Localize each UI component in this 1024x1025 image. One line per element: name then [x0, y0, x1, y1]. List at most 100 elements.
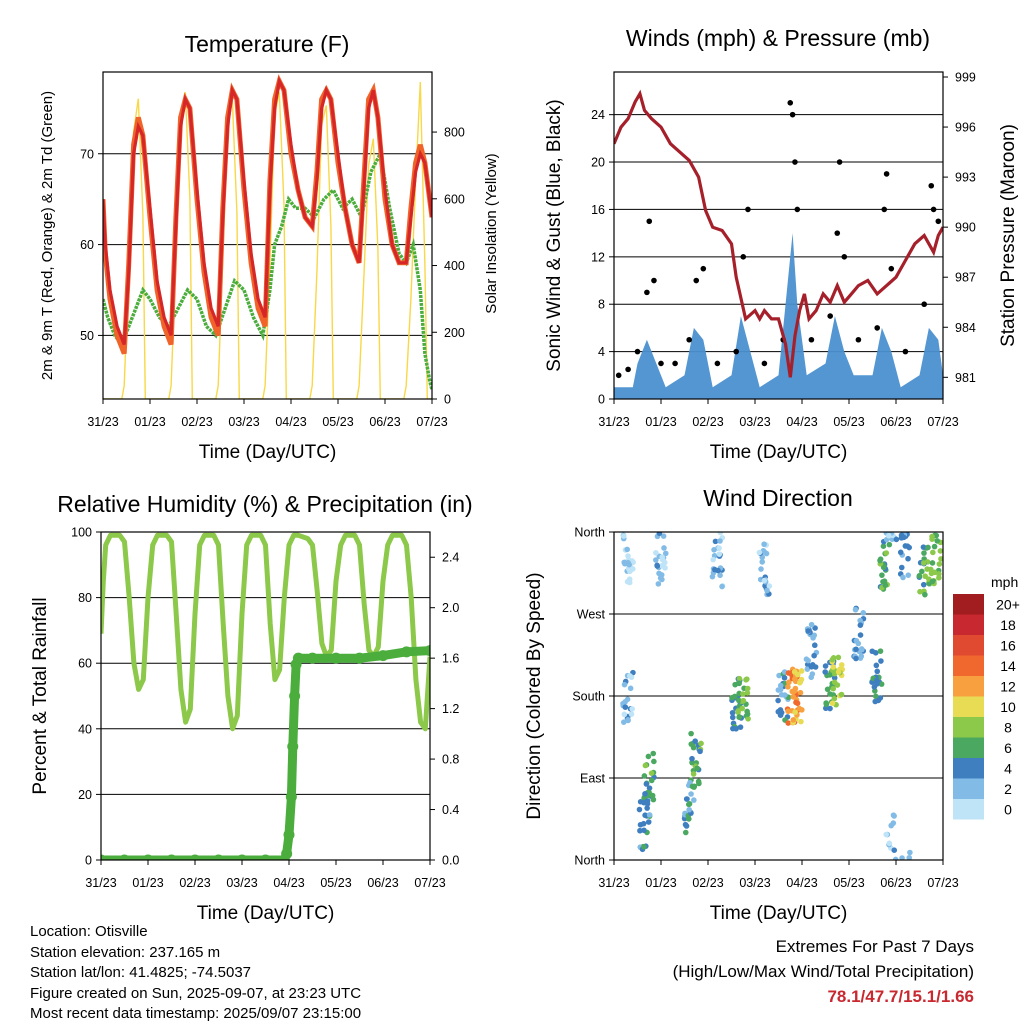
colorbar-swatch: [953, 717, 984, 738]
direction-point: [620, 719, 627, 725]
direction-point: [688, 791, 694, 797]
direction-point: [790, 694, 797, 700]
precip-point: [289, 690, 301, 702]
direction-point: [650, 796, 657, 803]
precip-point: [330, 652, 342, 664]
direction-point: [883, 550, 890, 556]
gust-point: [928, 182, 935, 189]
x-tick-label: 01/23: [645, 415, 676, 429]
direction-point: [642, 812, 648, 819]
extremes-box: Extremes For Past 7 Days (High/Low/Max W…: [673, 934, 974, 1009]
direction-point: [830, 685, 837, 692]
x-tick-label: 02/23: [692, 876, 723, 890]
precip-point: [424, 645, 430, 657]
direction-point: [661, 545, 667, 551]
direction-point: [931, 569, 938, 576]
extremes-title: Extremes For Past 7 Days: [775, 937, 974, 956]
direction-point: [735, 697, 742, 704]
precip-point: [189, 854, 201, 860]
x-tick-label: 02/23: [692, 415, 723, 429]
precip-line: [101, 646, 430, 860]
precip-point: [260, 854, 271, 860]
direction-point: [620, 533, 627, 539]
y-axis-label: Direction (Colored By Speed): [524, 572, 545, 819]
gust-point: [733, 348, 739, 355]
y-tick-label: North: [574, 854, 605, 868]
direction-point: [636, 806, 643, 813]
direction-point: [936, 561, 943, 567]
colorbar-swatch: [953, 758, 984, 779]
direction-point: [686, 816, 692, 822]
direction-point: [736, 680, 742, 687]
direction-point: [717, 572, 723, 579]
direction-point: [717, 532, 724, 536]
x-axis-label: Time (Day/UTC): [199, 442, 337, 463]
direction-point: [936, 575, 942, 581]
direction-point: [785, 720, 791, 726]
direction-point: [624, 546, 630, 553]
y-right-tick-label: 800: [444, 126, 465, 140]
direction-point: [627, 685, 634, 692]
direction-point: [660, 533, 667, 539]
direction-point: [811, 642, 818, 649]
direction-point: [792, 676, 798, 682]
y-right-tick-label: 1.6: [442, 652, 459, 666]
x-axis-label: Time (Day/UTC): [710, 903, 848, 924]
x-axis-label: Time (Day/UTC): [197, 903, 335, 924]
direction-point: [808, 663, 815, 670]
gust-point: [834, 230, 841, 236]
direction-point: [729, 709, 736, 716]
gust-point: [740, 254, 747, 260]
direction-point: [790, 717, 797, 723]
direction-point: [642, 762, 649, 769]
direction-point: [874, 681, 880, 687]
direction-point: [883, 831, 890, 838]
direction-point: [655, 581, 662, 587]
direction-point: [888, 822, 894, 829]
y-right-tick-label: 987: [955, 271, 976, 285]
elevation-text: Station elevation: 237.165 m: [30, 943, 221, 961]
direction-point: [628, 711, 635, 717]
direction-point: [929, 533, 935, 540]
direction-point: [643, 781, 650, 787]
temperature-panel: Temperature (F) Time (Day/UTC) 31/23 01/23 0…: [39, 31, 500, 463]
direction-point: [831, 675, 838, 681]
colorbar-swatch: [953, 696, 984, 717]
direction-point: [653, 557, 659, 563]
direction-point: [785, 684, 791, 690]
y-right-tick-label: 0.4: [442, 803, 459, 817]
direction-point: [629, 706, 635, 712]
direction-point: [781, 675, 788, 681]
colorbar-swatch: [953, 655, 984, 676]
x-tick-label: 31/23: [598, 876, 629, 890]
direction-point: [736, 675, 743, 682]
direction-point: [625, 717, 631, 723]
y-right-tick-label: 981: [955, 371, 976, 385]
precip-point: [307, 652, 318, 664]
direction-point: [809, 671, 816, 677]
direction-point: [710, 556, 716, 563]
y-axis-label: Percent & Total Rainfall: [30, 597, 51, 794]
gust-point: [794, 206, 801, 213]
direction-point: [653, 549, 659, 556]
direction-point: [756, 549, 763, 556]
direction-point: [853, 646, 859, 653]
colorbar-swatch: [953, 614, 984, 635]
location-text: Location: Otisville: [30, 923, 148, 940]
direction-point: [644, 805, 650, 811]
direction-point: [630, 566, 636, 572]
direction-point: [827, 672, 833, 678]
x-tick-label: 01/23: [134, 415, 165, 429]
direction-point: [900, 574, 906, 581]
y-tick-label: 50: [80, 329, 94, 343]
direction-point: [735, 708, 741, 714]
pressure-line: [614, 89, 943, 378]
x-tick-label: 03/23: [739, 415, 770, 429]
direction-point: [648, 770, 655, 776]
direction-point: [646, 785, 653, 791]
temperature-plot-area: [103, 74, 432, 399]
direction-point: [776, 672, 782, 679]
direction-point: [891, 813, 897, 819]
plot-border: [100, 531, 431, 861]
winds-panel: Winds (mph) & Pressure (mb) Time (Day/UTC…: [544, 25, 1019, 463]
